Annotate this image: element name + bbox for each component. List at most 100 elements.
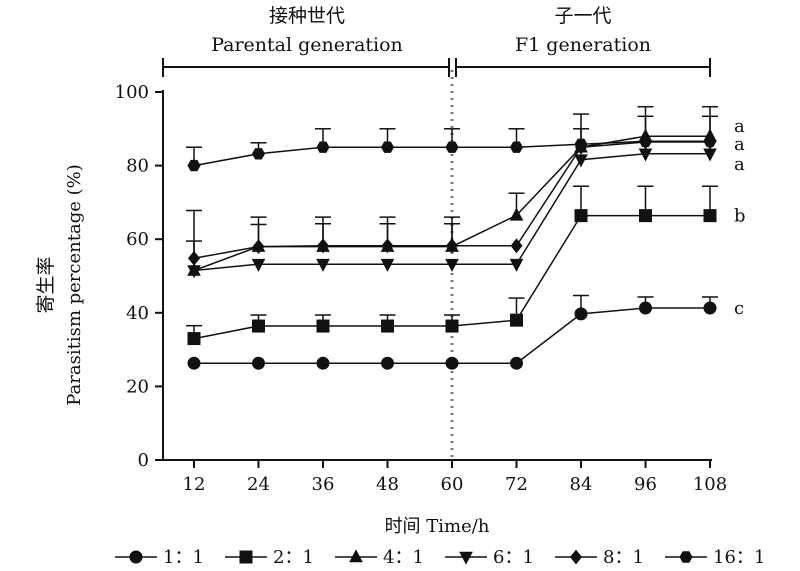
phase-f1-bracket	[455, 58, 711, 77]
y-tick-label: 0	[138, 450, 149, 471]
phase-f1-cn: 子一代	[554, 5, 611, 27]
legend-item-3: 6：1	[445, 547, 534, 568]
y-tick-label: 60	[126, 229, 149, 250]
data-point	[380, 258, 395, 272]
data-point	[381, 238, 394, 254]
data-point	[509, 258, 524, 272]
x-tick-label: 36	[312, 474, 335, 495]
series-5: a	[186, 128, 745, 172]
data-point	[251, 258, 266, 272]
series-0: c	[187, 294, 744, 370]
axes: 0 20 40 60 80 100 12 24 36 48 60 72 84 96 108	[115, 82, 728, 495]
legend-label: 6：1	[493, 547, 534, 568]
series-1: b	[186, 185, 746, 346]
legend: 1：1 2：1 4：1 6：1 8：1 16：1	[115, 547, 765, 568]
significance-letter: a	[734, 134, 745, 155]
phase-parental-bracket	[162, 58, 450, 77]
legend-marker	[239, 550, 253, 564]
data-point	[381, 356, 394, 370]
data-point	[445, 319, 459, 333]
legend-marker	[129, 550, 143, 564]
data-point	[510, 313, 523, 327]
phase-f1-en: F1 generation	[515, 34, 651, 56]
legend-label: 1：1	[163, 547, 204, 568]
data-point	[187, 356, 201, 370]
data-point	[574, 209, 588, 223]
y-tick-label: 100	[115, 82, 149, 103]
data-point	[445, 238, 459, 254]
x-tick-label: 108	[693, 474, 727, 495]
x-tick-label: 84	[570, 474, 593, 495]
data-point	[381, 319, 394, 333]
legend-item-0: 1：1	[115, 547, 204, 568]
data-point	[187, 332, 201, 346]
data-point	[703, 301, 717, 315]
data-point	[638, 135, 653, 147]
legend-marker	[679, 551, 693, 563]
x-tick-label: 12	[183, 474, 206, 495]
y-axis-title: 寄生率 Parasitism percentage (%)	[35, 164, 85, 406]
x-tick-label: 72	[505, 474, 528, 495]
legend-item-4: 8：1	[555, 547, 644, 568]
data-point	[703, 209, 717, 223]
data-point	[509, 207, 524, 221]
data-point	[187, 159, 201, 172]
data-point	[187, 265, 201, 279]
significance-letter: a	[734, 116, 745, 137]
legend-label: 4：1	[383, 547, 424, 568]
y-axis-title-en: Parasitism percentage (%)	[64, 164, 85, 406]
phase-parental-en: Parental generation	[211, 34, 403, 56]
data-point	[316, 258, 330, 272]
data-point	[574, 154, 588, 168]
x-tick-label: 60	[441, 474, 464, 495]
data-point	[187, 250, 201, 266]
data-point	[445, 141, 459, 153]
y-axis-title-cn: 寄生率	[35, 256, 57, 313]
data-point	[316, 238, 330, 254]
y-tick-label: 20	[126, 376, 149, 397]
data-point	[380, 141, 395, 153]
data-point	[703, 135, 717, 147]
phase-parental-cn: 接种世代	[269, 5, 345, 27]
data-point	[251, 148, 266, 160]
x-tick-label: 48	[376, 474, 399, 495]
x-tick-label: 24	[247, 474, 270, 495]
data-point	[510, 238, 523, 254]
data-point	[252, 319, 265, 333]
data-point	[510, 356, 523, 370]
data-point	[316, 141, 330, 153]
legend-label: 2：1	[273, 547, 314, 568]
legend-marker	[569, 549, 583, 565]
legend-label: 8：1	[603, 547, 644, 568]
legend-marker	[349, 549, 363, 563]
legend-item-2: 4：1	[335, 547, 424, 568]
significance-letter: a	[734, 154, 745, 175]
legend-label: 16：1	[713, 547, 765, 568]
data-point	[639, 209, 652, 223]
x-tick-label: 96	[634, 474, 657, 495]
data-point	[316, 356, 330, 370]
phase-headers: 接种世代 Parental generation 子一代 F1 generati…	[162, 5, 711, 77]
y-tick-label: 40	[126, 303, 149, 324]
legend-marker	[459, 551, 473, 565]
x-axis-title: 时间 Time/h	[385, 516, 490, 537]
legend-item-1: 2：1	[225, 547, 314, 568]
data-point	[252, 356, 265, 370]
data-point	[252, 239, 265, 254]
data-point	[316, 319, 330, 333]
significance-letter: b	[734, 206, 746, 227]
significance-letter: c	[734, 298, 744, 319]
data-point	[574, 138, 588, 150]
data-point	[509, 141, 524, 153]
series-3: a	[187, 148, 745, 279]
data-point	[639, 301, 652, 315]
series-2: a	[186, 105, 745, 276]
legend-item-5: 16：1	[665, 547, 765, 568]
plot-area: c b aaa	[186, 105, 746, 370]
y-tick-label: 80	[126, 156, 149, 177]
data-point	[445, 258, 459, 272]
data-point	[574, 307, 588, 321]
data-point	[703, 148, 717, 162]
data-point	[445, 356, 459, 370]
